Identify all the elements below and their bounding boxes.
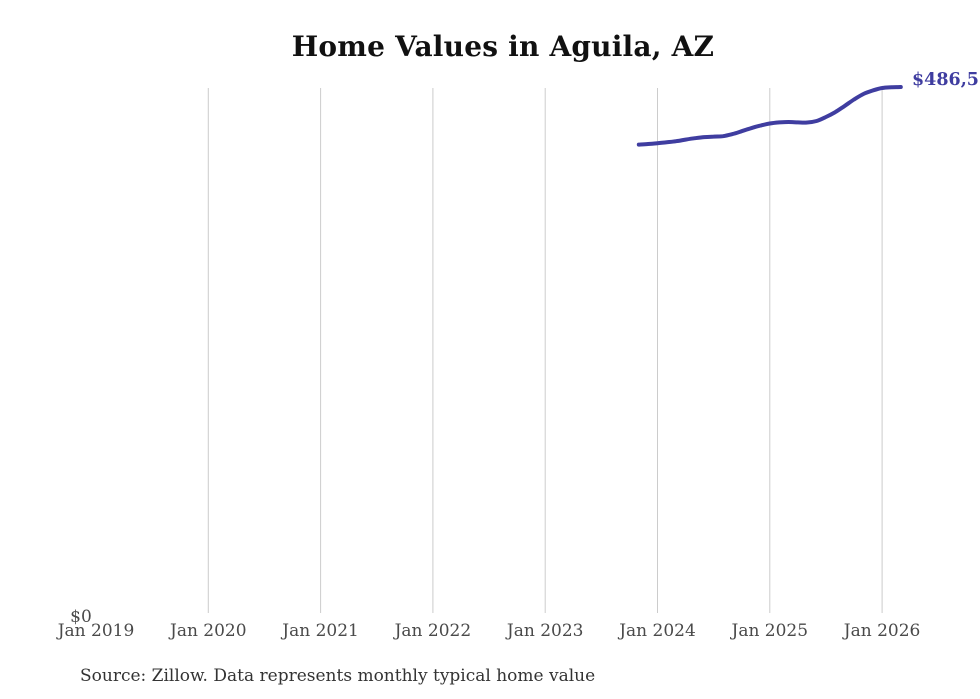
x-axis-tick-label: Jan 2024 xyxy=(619,621,696,641)
x-axis-tick-label: Jan 2025 xyxy=(731,621,809,641)
gridlines xyxy=(207,88,883,613)
home-value-line xyxy=(636,85,903,147)
chart-title: Home Values in Aguila, AZ xyxy=(291,30,715,63)
x-axis-tick-label: Jan 2020 xyxy=(170,621,247,641)
x-axis-tick-label: Jan 2026 xyxy=(843,621,921,641)
x-axis-tick-label: Jan 2021 xyxy=(282,621,359,641)
y-axis-zero-label: $0 xyxy=(70,607,92,627)
x-axis-tick-label: Jan 2022 xyxy=(394,621,472,641)
source-note: Source: Zillow. Data represents monthly … xyxy=(80,666,596,686)
x-axis-tick-label: Jan 2023 xyxy=(506,621,584,641)
end-value-label: $486,578 xyxy=(912,70,980,90)
x-axis-tick-label: Jan 2019 xyxy=(57,621,135,641)
